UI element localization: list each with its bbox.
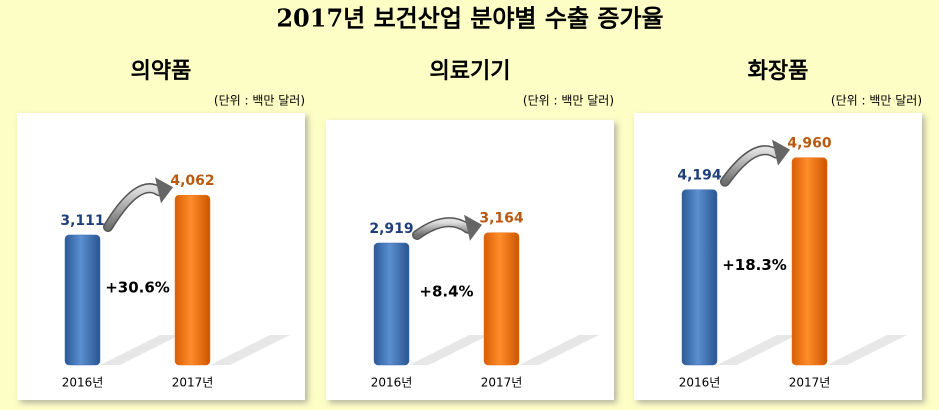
panel bbox=[17, 113, 305, 400]
value-label: 4,194 bbox=[677, 168, 722, 184]
bar bbox=[64, 234, 101, 366]
arrow-head bbox=[155, 177, 173, 204]
annotation: +8.4% bbox=[419, 282, 473, 300]
arrow-head bbox=[772, 139, 790, 166]
arrow bbox=[721, 146, 780, 186]
arrow bbox=[413, 218, 472, 239]
chart-title: 화장품 bbox=[748, 58, 809, 84]
value-label: 2,919 bbox=[369, 221, 413, 237]
arrow bbox=[104, 184, 163, 231]
chart-title: 의약품 bbox=[131, 58, 192, 84]
value-label: 4,960 bbox=[787, 136, 832, 152]
bar bbox=[373, 242, 410, 366]
bar-shadow bbox=[210, 335, 290, 365]
bar bbox=[791, 157, 828, 366]
x-tick-label: 2017년 bbox=[481, 376, 523, 390]
bar-shadow bbox=[519, 335, 599, 365]
bar-shadow bbox=[409, 335, 489, 365]
bar-shadow bbox=[717, 335, 797, 365]
annotation: +18.3% bbox=[722, 256, 787, 274]
value-label: 3,111 bbox=[60, 213, 104, 229]
arrow-head bbox=[464, 214, 482, 241]
bar bbox=[483, 232, 520, 366]
value-label: 3,164 bbox=[479, 211, 524, 227]
panel bbox=[326, 120, 614, 400]
x-tick-label: 2016년 bbox=[679, 376, 721, 390]
value-label: 4,062 bbox=[170, 173, 214, 189]
bar bbox=[681, 189, 718, 366]
annotation: +30.6% bbox=[105, 278, 170, 296]
chart-title: 의료기기 bbox=[430, 58, 511, 84]
unit-label: (단위 : 백만 달러) bbox=[523, 94, 614, 108]
bar bbox=[174, 194, 211, 366]
unit-label: (단위 : 백만 달러) bbox=[831, 94, 922, 108]
x-tick-label: 2017년 bbox=[172, 376, 214, 390]
bar-shadow bbox=[100, 335, 180, 365]
x-tick-label: 2016년 bbox=[62, 376, 104, 390]
bar-shadow bbox=[827, 335, 907, 365]
x-tick-label: 2017년 bbox=[789, 376, 831, 390]
main-title: 2017년 보건산업 분야별 수출 증가율 bbox=[276, 4, 663, 33]
unit-label: (단위 : 백만 달러) bbox=[214, 94, 305, 108]
x-tick-label: 2016년 bbox=[371, 376, 413, 390]
